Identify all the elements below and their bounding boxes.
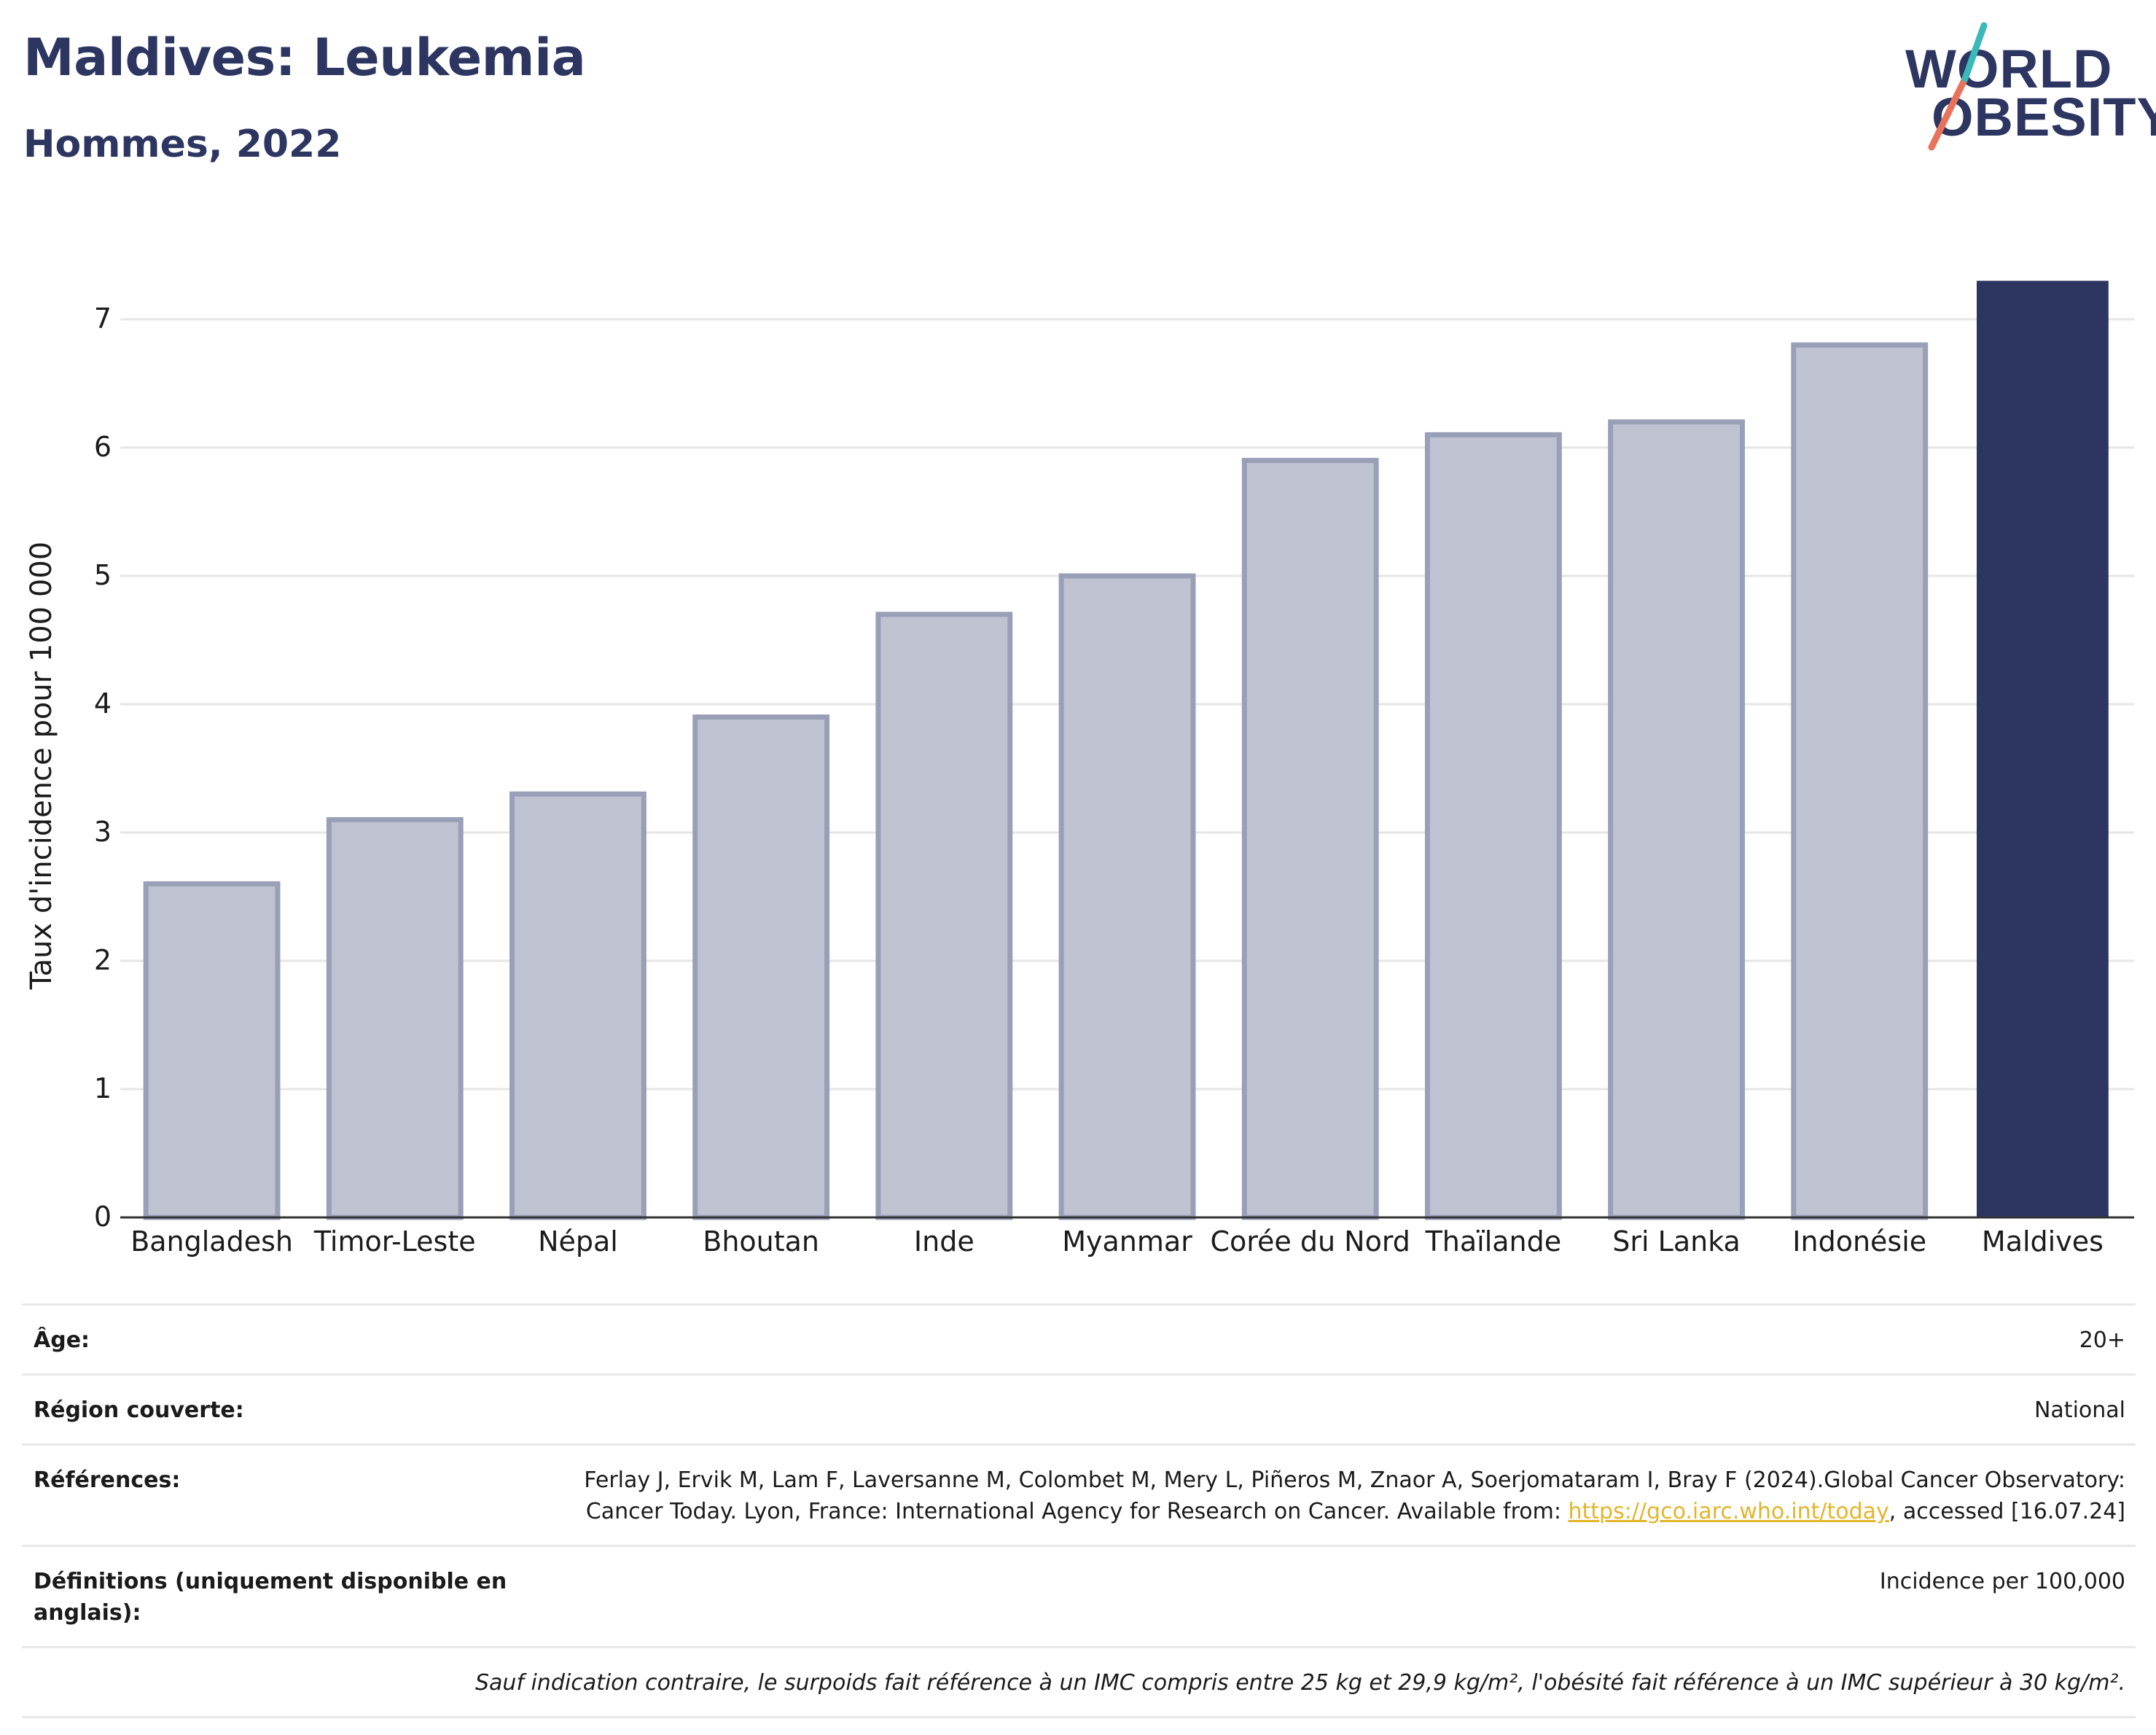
references-tail: , accessed [16.07.24] <box>1889 1499 2125 1524</box>
chart-subtitle: Hommes, 2022 <box>23 122 342 166</box>
x-tick-label: Maldives <box>1982 1225 2104 1258</box>
y-axis-label: Taux d'incidence pour 100 000 <box>25 542 58 990</box>
y-tick-label: 7 <box>94 303 112 335</box>
x-tick-label: Timor-Leste <box>313 1225 476 1258</box>
x-tick-label: Corée du Nord <box>1210 1225 1410 1258</box>
bar-maldives <box>1976 281 2109 1218</box>
bar-n-pal <box>509 791 647 1220</box>
references-text: Ferlay J, Ervik M, Lam F, Laversanne M, … <box>584 1467 2125 1524</box>
bar-inde <box>875 612 1013 1220</box>
y-tick-label: 2 <box>94 944 112 976</box>
world-obesity-logo: WORLD OBESITY <box>1895 22 2156 160</box>
y-tick-label: 0 <box>94 1201 112 1233</box>
references-value: Ferlay J, Ervik M, Lam F, Laversanne M, … <box>529 1465 2125 1527</box>
bar-tha-lande <box>1424 432 1562 1220</box>
y-tick-label: 5 <box>94 559 112 591</box>
logo-line-2: OBESITY <box>1932 87 2156 147</box>
metadata-table: Âge: 20+ Région couverte: National Référ… <box>22 1303 2136 1718</box>
bars <box>143 281 2109 1220</box>
definitions-value: Incidence per 100,000 <box>1879 1569 2125 1594</box>
logo-line-1: WORLD <box>1905 39 2113 99</box>
meta-row-definitions: Définitions (uniquement disponible en an… <box>22 1545 2136 1646</box>
y-tick-label: 3 <box>94 816 112 848</box>
age-label: Âge: <box>34 1327 90 1353</box>
bar-myanmar <box>1058 573 1196 1220</box>
y-tick-label: 1 <box>94 1072 112 1104</box>
bar-indon-sie <box>1791 342 1929 1220</box>
x-tick-label: Myanmar <box>1062 1225 1192 1258</box>
references-link[interactable]: https://gco.iarc.who.int/today <box>1568 1499 1889 1524</box>
age-value: 20+ <box>2079 1327 2125 1353</box>
bar-chart: 0 1 2 3 4 5 6 7 Bangladesh Timor-Leste Népal Bhout… <box>25 281 2134 1258</box>
meta-row-age: Âge: 20+ <box>22 1303 2136 1373</box>
x-axis-ticks: Bangladesh Timor-Leste Népal Bhoutan Inde Mya… <box>130 1225 2104 1258</box>
obesity-definition-note: Sauf indication contraire, le surpoids f… <box>474 1670 2125 1696</box>
x-tick-label: Népal <box>538 1225 618 1258</box>
meta-row-references: Références: Ferlay J, Ervik M, Lam F, La… <box>22 1443 2136 1545</box>
references-label: Références: <box>34 1467 181 1493</box>
x-tick-label: Bangladesh <box>130 1225 293 1258</box>
chart-title: Maldives: Leukemia <box>23 28 586 87</box>
x-tick-label: Indonésie <box>1792 1225 1926 1258</box>
x-tick-label: Sri Lanka <box>1612 1225 1741 1258</box>
bar-sri-lanka <box>1608 419 1745 1220</box>
logo-slash-icon <box>1928 22 1988 151</box>
bar-bhoutan <box>692 714 830 1220</box>
meta-row-region: Région couverte: National <box>22 1373 2136 1443</box>
x-tick-label: Inde <box>914 1225 975 1258</box>
x-tick-label: Thaïlande <box>1425 1225 1562 1258</box>
region-value: National <box>2034 1397 2125 1423</box>
meta-row-note: Sauf indication contraire, le surpoids f… <box>22 1646 2136 1718</box>
y-tick-label: 6 <box>94 431 112 463</box>
definitions-label: Définitions (uniquement disponible en an… <box>34 1569 507 1626</box>
x-tick-label: Bhoutan <box>703 1225 819 1258</box>
region-label: Région couverte: <box>34 1397 244 1423</box>
bar-timor-leste <box>326 816 464 1220</box>
bar-bangladesh <box>143 881 281 1220</box>
y-axis-ticks: 0 1 2 3 4 5 6 7 <box>94 303 112 1233</box>
bar-cor-e-du-nord <box>1241 458 1379 1220</box>
y-tick-label: 4 <box>94 687 112 720</box>
